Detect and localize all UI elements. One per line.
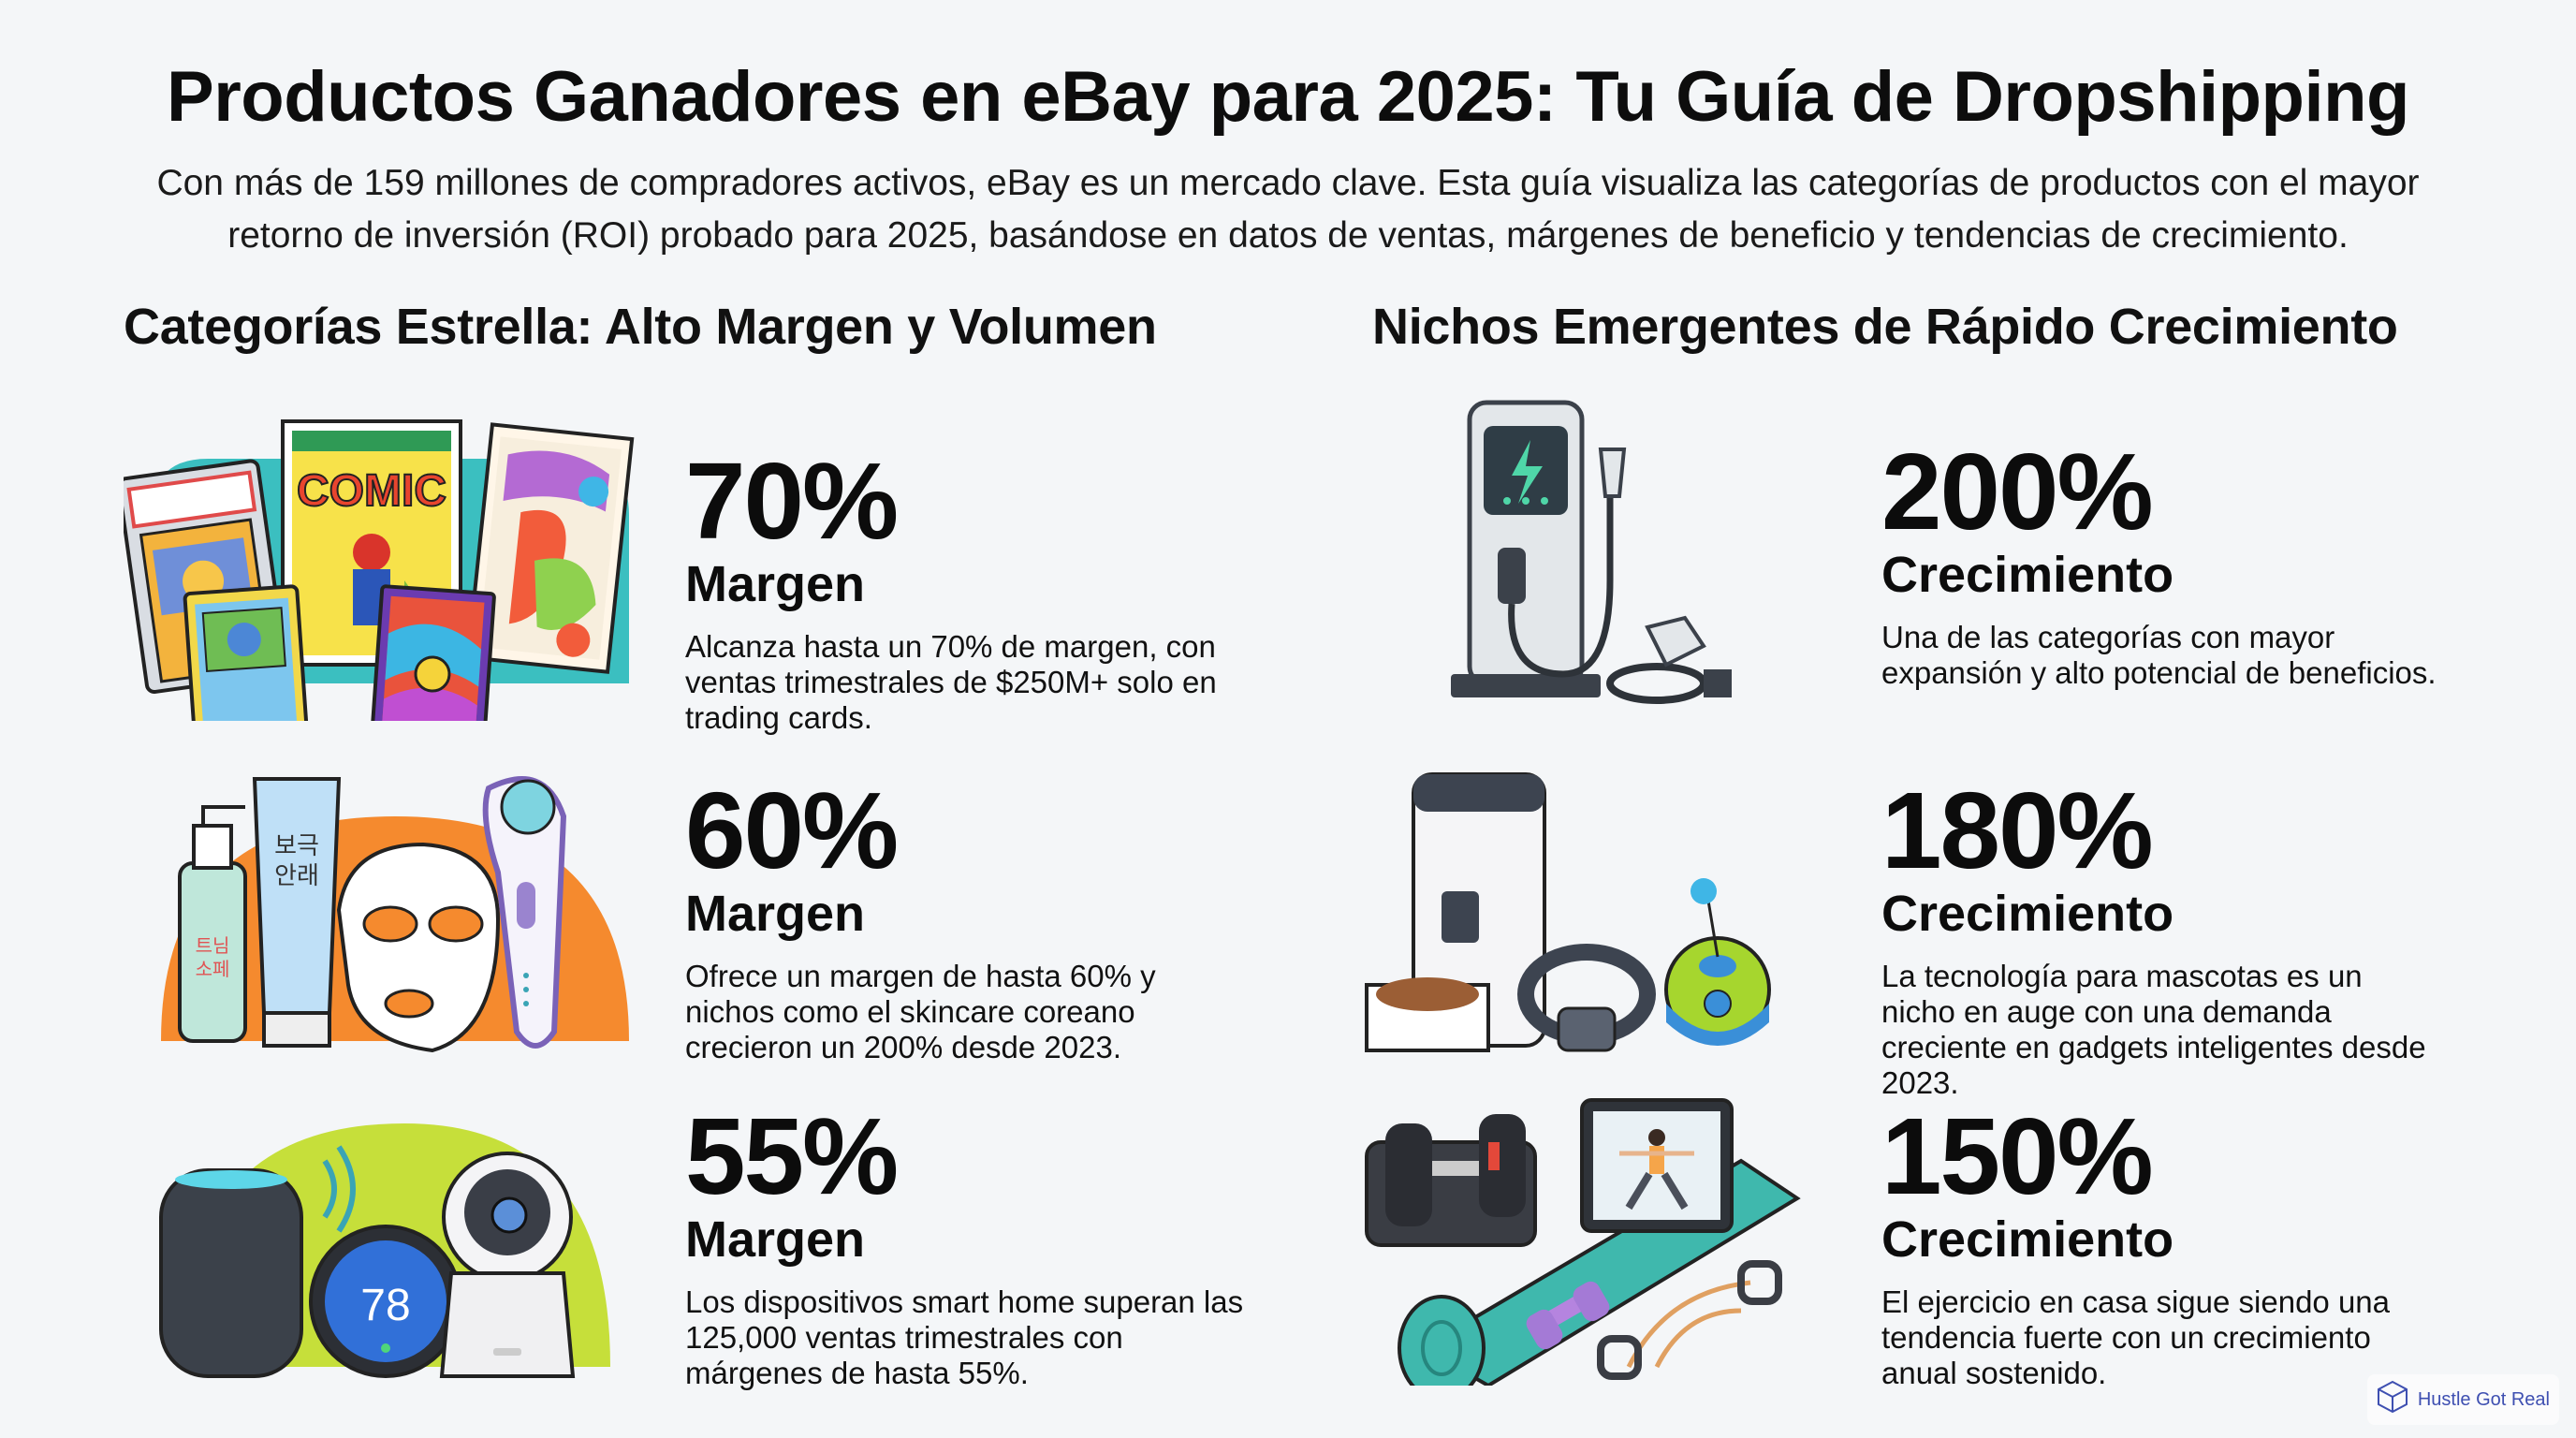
niche-card-ev-chargers: 200% Crecimiento Una de las categorías c…: [1423, 393, 2576, 712]
home-fitness-icon: [1348, 1086, 1872, 1404]
niche-description: La tecnología para mascotas es un nicho …: [1881, 959, 2426, 1100]
metric-value: 150%: [1881, 1095, 2154, 1217]
niche-description: El ejercicio en casa sigue siendo una te…: [1881, 1284, 2391, 1390]
cube-icon: [2377, 1380, 2408, 1419]
category-card-smart-home: 78 55% Margen Los dispositivos smart hom…: [124, 1086, 1340, 1404]
korean-skincare-icon: 트님 소페 보극 안래: [124, 760, 648, 1078]
category-description: Los dispositivos smart home superan las …: [685, 1284, 1244, 1390]
metric-label: Margen: [685, 1211, 866, 1268]
niche-card-home-fitness: 150% Crecimiento El ejercicio en casa si…: [1348, 1086, 2565, 1404]
metric-label: Margen: [685, 556, 866, 612]
metric-value: 70%: [685, 440, 899, 562]
svg-text:소페: 소페: [196, 958, 230, 980]
metric-value: 55%: [685, 1095, 899, 1217]
svg-text:78: 78: [360, 1281, 410, 1330]
metric-label: Crecimiento: [1881, 886, 2174, 942]
svg-text:트님: 트님: [196, 934, 230, 957]
category-description: Ofrece un margen de hasta 60% y nichos c…: [685, 959, 1156, 1064]
niche-description: Una de las categorías con mayor expansió…: [1881, 620, 2437, 690]
category-card-skincare: 트님 소페 보극 안래 60% Margen Ofrece un margen …: [124, 760, 1340, 1078]
metric-value: 200%: [1881, 431, 2154, 552]
svg-text:안래: 안래: [274, 862, 319, 890]
svg-text:보극: 보극: [274, 832, 319, 860]
watermark: Hustle Got Real: [2366, 1374, 2559, 1425]
section-title-star-categories: Categorías Estrella: Alto Margen y Volum…: [124, 299, 1157, 355]
svg-text:COMIC: COMIC: [297, 466, 446, 516]
metric-value: 60%: [685, 770, 899, 891]
page-subtitle: Con más de 159 millones de compradores a…: [156, 163, 2420, 256]
trading-cards-comics-icon: COMIC: [117, 403, 648, 755]
watermark-label: Hustle Got Real: [2417, 1388, 2550, 1410]
pet-tech-icon: [1348, 760, 1872, 1078]
metric-label: Crecimiento: [1881, 1211, 2174, 1268]
ev-charger-icon: [1423, 393, 1947, 712]
category-card-trading-cards: COMIC: [117, 403, 1340, 755]
category-description: Alcanza hasta un 70% de margen, con vent…: [685, 629, 1217, 735]
page-title: Productos Ganadores en eBay para 2025: T…: [167, 57, 2409, 137]
niche-card-pet-tech: 180% Crecimiento La tecnología para masc…: [1348, 760, 2565, 1100]
metric-value: 180%: [1881, 770, 2154, 891]
smart-home-devices-icon: 78: [124, 1086, 648, 1404]
metric-label: Crecimiento: [1881, 547, 2174, 603]
metric-label: Margen: [685, 886, 866, 942]
section-title-emerging-niches: Nichos Emergentes de Rápido Crecimiento: [1372, 299, 2398, 355]
